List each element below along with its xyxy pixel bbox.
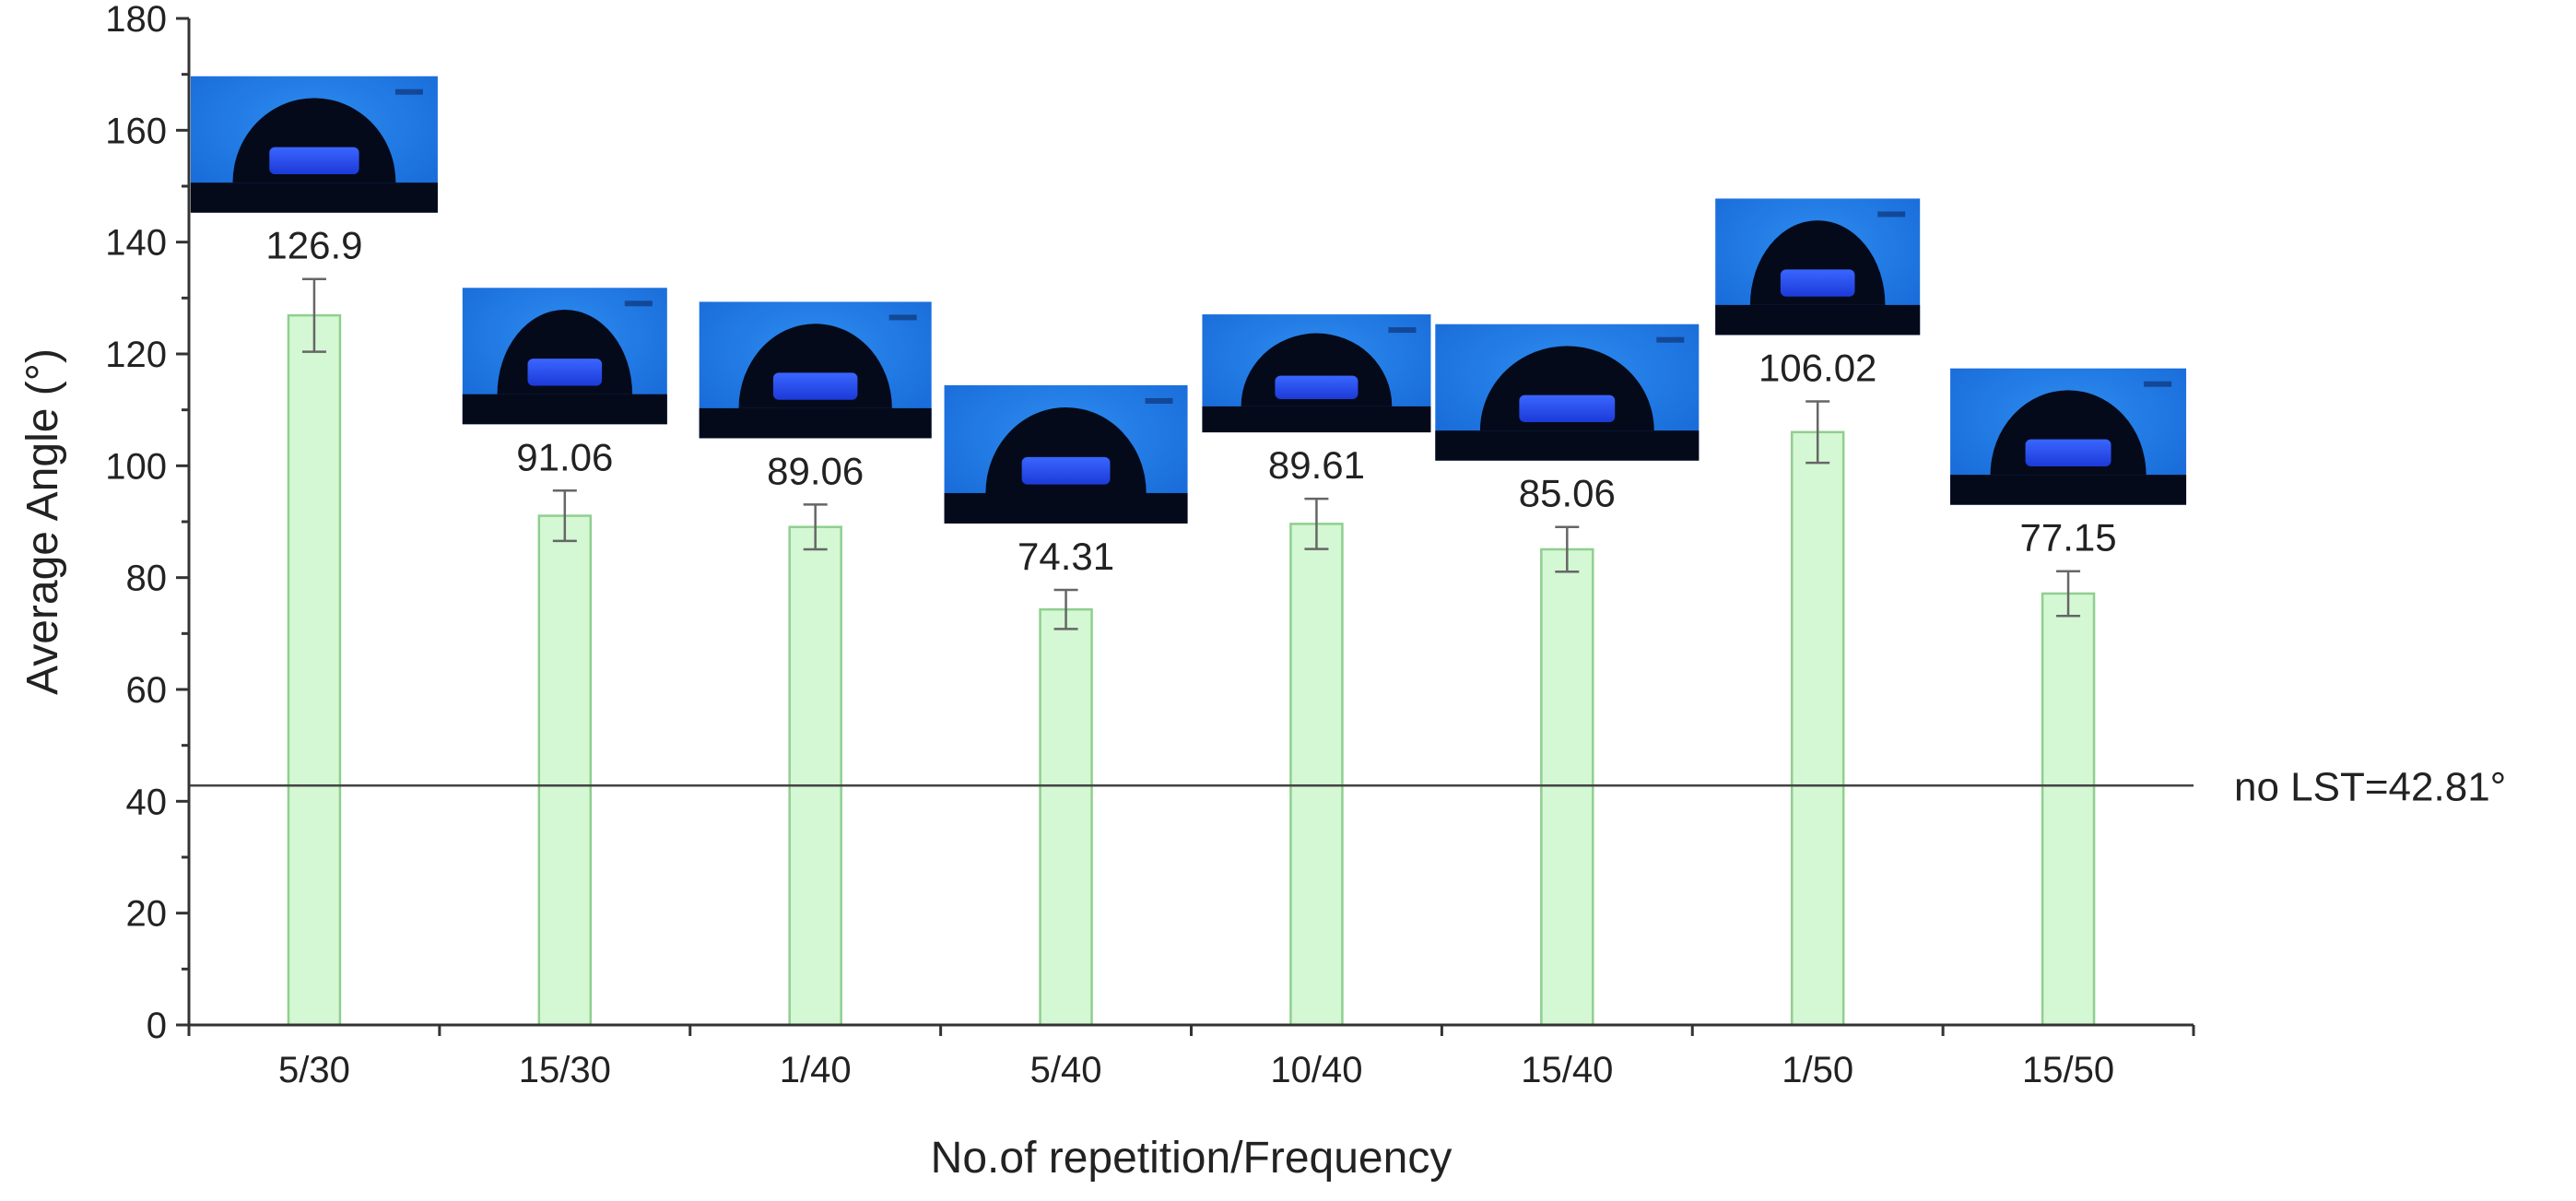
data-label: 89.61 bbox=[1268, 443, 1365, 487]
droplet-reflection bbox=[527, 359, 603, 386]
inset-angle-readout bbox=[1388, 327, 1417, 334]
inset-angle-readout bbox=[2144, 381, 2172, 387]
droplet-inset-image bbox=[462, 288, 667, 425]
bar bbox=[1039, 607, 1093, 1027]
y-tick-label: 40 bbox=[126, 782, 168, 822]
inset-substrate bbox=[699, 407, 932, 439]
inset-angle-readout bbox=[888, 314, 917, 321]
droplet-inset-image bbox=[1435, 324, 1700, 461]
reference-line-label: no LST=42.81° bbox=[2234, 764, 2506, 809]
y-tick-label: 140 bbox=[105, 223, 167, 264]
droplet-reflection bbox=[2025, 439, 2111, 466]
inset-substrate bbox=[1715, 304, 1921, 336]
y-tick-label: 80 bbox=[126, 559, 168, 599]
droplet-inset-image bbox=[1715, 198, 1921, 336]
inset-angle-readout bbox=[1656, 336, 1685, 343]
droplet-inset-image bbox=[944, 384, 1188, 524]
y-tick-label: 60 bbox=[126, 670, 168, 711]
x-tick-label: 15/50 bbox=[2022, 1050, 2114, 1090]
y-tick-label: 100 bbox=[105, 446, 167, 487]
droplet-inset-image bbox=[1950, 368, 2187, 505]
bar bbox=[788, 525, 842, 1027]
inset-angle-readout bbox=[624, 300, 653, 307]
droplet-reflection bbox=[1021, 456, 1111, 485]
droplet-reflection bbox=[1275, 375, 1359, 399]
inset-substrate bbox=[190, 183, 438, 213]
droplet-reflection bbox=[1780, 269, 1855, 297]
bar bbox=[2041, 592, 2096, 1027]
bar bbox=[1790, 430, 1845, 1027]
y-tick-label: 160 bbox=[105, 111, 167, 151]
x-tick-label: 1/40 bbox=[780, 1050, 852, 1090]
data-label: 89.06 bbox=[767, 449, 864, 492]
insets-layer bbox=[190, 76, 2187, 524]
y-tick-label: 180 bbox=[105, 0, 167, 40]
bars-layer: 126.9 5/30 91.06 15/30 89.06 1/40 74.31 5/40 89.… bbox=[265, 224, 2116, 1090]
bar bbox=[287, 313, 342, 1027]
x-tick-label: 5/30 bbox=[278, 1050, 350, 1090]
droplet-inset-image bbox=[190, 76, 438, 213]
droplet-reflection bbox=[269, 147, 359, 174]
droplet-inset-image bbox=[699, 301, 932, 439]
inset-substrate bbox=[462, 394, 667, 425]
droplet-reflection bbox=[1519, 394, 1616, 422]
y-axis-title: Average Angle (°) bbox=[18, 348, 67, 695]
bar bbox=[537, 514, 593, 1027]
data-label: 106.02 bbox=[1759, 346, 1876, 389]
x-tick-label: 15/30 bbox=[519, 1050, 611, 1090]
bar bbox=[1289, 523, 1344, 1027]
x-tick-label: 10/40 bbox=[1270, 1050, 1362, 1090]
data-label: 91.06 bbox=[516, 435, 613, 478]
inset-angle-readout bbox=[1145, 397, 1173, 404]
inset-angle-readout bbox=[394, 88, 423, 95]
inset-angle-readout bbox=[1877, 211, 1906, 218]
inset-substrate bbox=[944, 492, 1188, 524]
axes-layer: 0 20 40 60 80 100 120 140 160 180 bbox=[105, 0, 2195, 1046]
data-label: 85.06 bbox=[1519, 472, 1616, 515]
data-label: 126.9 bbox=[265, 224, 362, 267]
bar bbox=[1540, 548, 1594, 1027]
x-tick-label: 1/50 bbox=[1782, 1050, 1853, 1090]
data-label: 77.15 bbox=[2020, 516, 2117, 559]
x-tick-label: 15/40 bbox=[1521, 1050, 1613, 1090]
x-axis-title: No.of repetition/Frequency bbox=[931, 1134, 1453, 1183]
x-tick-label: 5/40 bbox=[1030, 1050, 1102, 1090]
droplet-inset-image bbox=[1202, 314, 1431, 433]
inset-substrate bbox=[1950, 475, 2187, 505]
inset-substrate bbox=[1202, 406, 1431, 433]
data-label: 74.31 bbox=[1017, 535, 1114, 578]
y-tick-label: 0 bbox=[147, 1006, 167, 1046]
y-tick-label: 20 bbox=[126, 894, 168, 935]
y-tick-label: 120 bbox=[105, 335, 167, 375]
droplet-reflection bbox=[772, 372, 858, 400]
inset-substrate bbox=[1435, 430, 1700, 461]
